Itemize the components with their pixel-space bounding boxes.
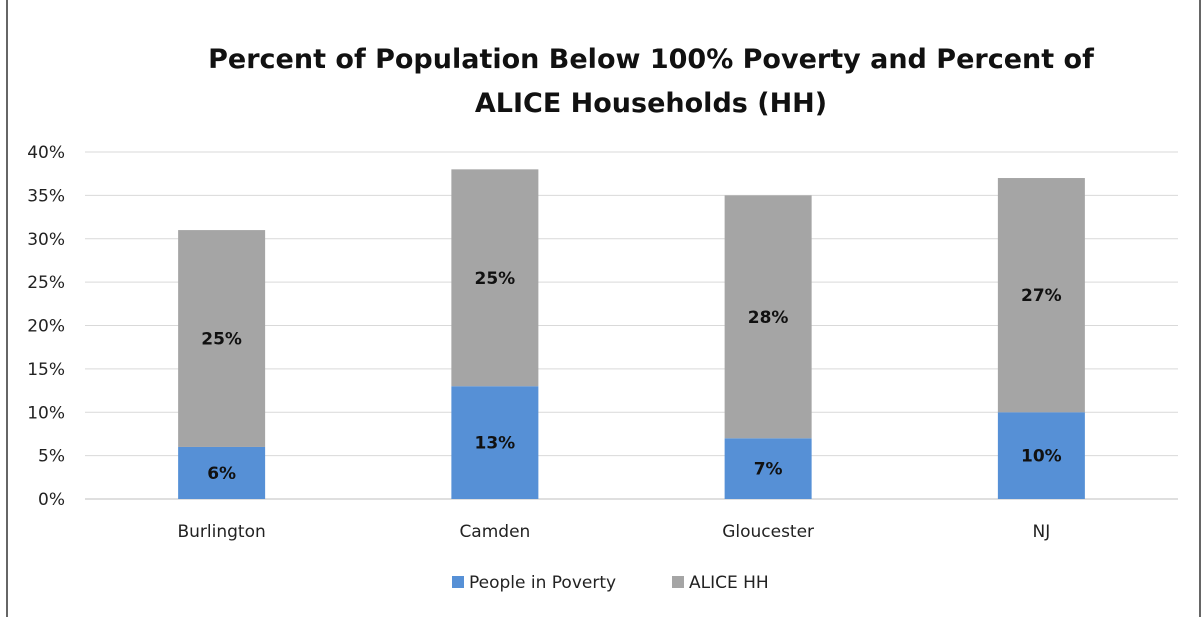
y-axis-tick-labels: 0% 5% 10% 15% 20% 25% 30% 35% 40% xyxy=(27,143,65,510)
chart-title-line-1: Percent of Population Below 100% Poverty… xyxy=(208,44,1094,75)
bar-people-in-poverty-camden xyxy=(451,386,539,499)
x-tick-label: NJ xyxy=(1033,522,1051,542)
bar-alice-hh-camden xyxy=(451,169,539,387)
data-label: 7% xyxy=(754,460,783,480)
data-label: 27% xyxy=(1021,286,1062,306)
x-axis-tick-labels: Burlington Camden Gloucester NJ xyxy=(177,522,1050,542)
data-label: 28% xyxy=(748,308,789,328)
y-tick-label: 20% xyxy=(27,317,65,337)
bar-alice-hh-burlington xyxy=(178,230,266,447)
bar-alice-hh-gloucester xyxy=(724,195,812,439)
data-label: 6% xyxy=(207,464,236,484)
data-label: 10% xyxy=(1021,447,1062,467)
y-tick-label: 25% xyxy=(27,273,65,293)
y-tick-label: 30% xyxy=(27,230,65,250)
bar-people-in-poverty-gloucester xyxy=(724,438,812,499)
data-label: 13% xyxy=(475,434,516,454)
legend-swatch-alice-hh xyxy=(672,576,684,588)
y-tick-label: 0% xyxy=(38,490,65,510)
bar-people-in-poverty-nj xyxy=(997,412,1085,499)
x-tick-label: Burlington xyxy=(177,522,265,542)
data-label: 25% xyxy=(475,269,516,289)
y-tick-label: 35% xyxy=(27,186,65,206)
legend-label: People in Poverty xyxy=(469,573,616,593)
legend-swatch-people-in-poverty xyxy=(452,576,464,588)
data-labels: 6% 25% 13% 25% 7% 28% 10% 27% xyxy=(201,269,1061,484)
x-tick-label: Gloucester xyxy=(722,522,814,542)
y-tick-label: 10% xyxy=(27,403,65,423)
x-tick-label: Camden xyxy=(459,522,530,542)
gridlines xyxy=(85,151,1178,500)
data-label: 25% xyxy=(201,330,242,350)
y-tick-label: 40% xyxy=(27,143,65,163)
bar-alice-hh-nj xyxy=(997,178,1085,413)
y-tick-label: 5% xyxy=(38,447,65,467)
bar-people-in-poverty-burlington xyxy=(178,446,266,499)
bars xyxy=(178,169,1085,499)
legend: People in Poverty ALICE HH xyxy=(452,573,769,593)
legend-label: ALICE HH xyxy=(689,573,769,593)
y-tick-label: 15% xyxy=(27,360,65,380)
chart-title-line-2: ALICE Households (HH) xyxy=(475,88,827,119)
